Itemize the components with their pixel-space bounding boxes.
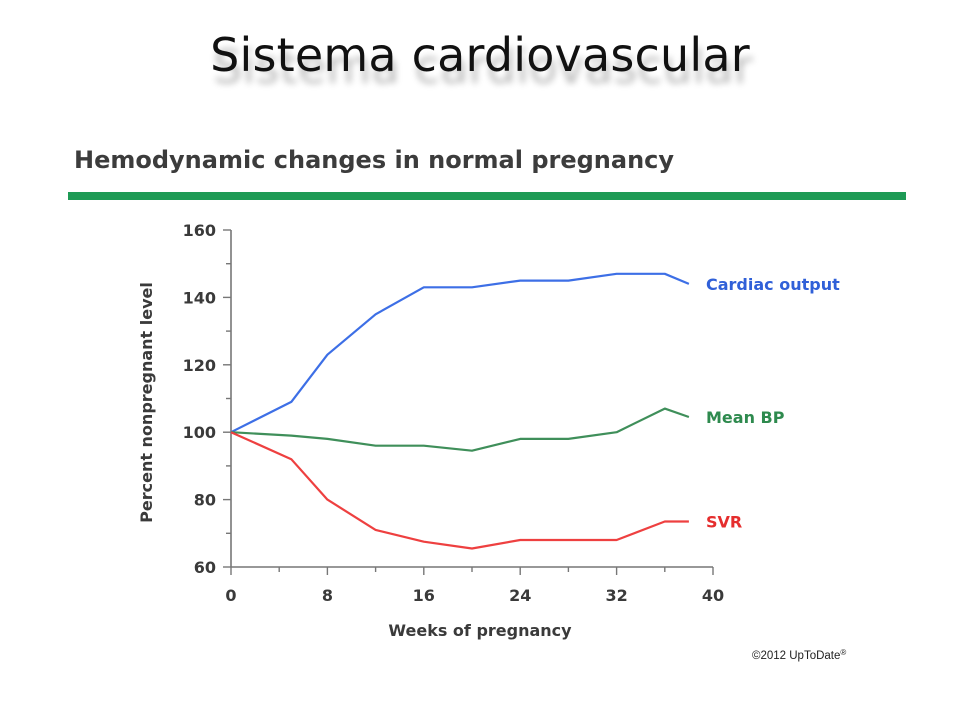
copyright-notice: ©2012 UpToDate®: [752, 648, 847, 662]
x-tick-label: 0: [225, 586, 236, 605]
registered-mark: ®: [840, 648, 847, 657]
x-tick-label: 8: [322, 586, 333, 605]
y-tick-label: 60: [194, 558, 216, 577]
x-tick-label: 32: [605, 586, 627, 605]
series-label-svr: SVR: [706, 513, 742, 532]
series-layer: Cardiac output Mean BP SVR: [230, 272, 840, 550]
x-tick-label: 16: [413, 586, 435, 605]
series-label-mean-bp: Mean BP: [706, 408, 785, 427]
series-line-cardiac-output: [230, 272, 690, 434]
y-tick-label: 140: [183, 288, 216, 307]
series-label-cardiac-output: Cardiac output: [706, 275, 840, 294]
series-line-mean-bp: [230, 407, 690, 452]
y-tick-label: 120: [183, 356, 216, 375]
x-tick-label: 40: [702, 586, 724, 605]
series-line-svr: [230, 431, 689, 550]
y-tick-label: 100: [183, 423, 216, 442]
x-axis-label: Weeks of pregnancy: [388, 621, 572, 640]
slide-title: Sistema cardiovascular: [210, 28, 750, 82]
y-tick-label: 80: [194, 491, 216, 510]
copyright-text: ©2012 UpToDate: [752, 650, 841, 662]
title-divider: [68, 192, 906, 200]
y-tick-label: 160: [183, 221, 216, 240]
y-axis-label: Percent nonpregnant level: [137, 282, 156, 523]
axes: 60 80 100 120 140 160 0 8 16 24 32 40: [183, 221, 725, 605]
x-tick-label: 24: [509, 586, 531, 605]
chart-title: Hemodynamic changes in normal pregnancy: [74, 146, 675, 174]
